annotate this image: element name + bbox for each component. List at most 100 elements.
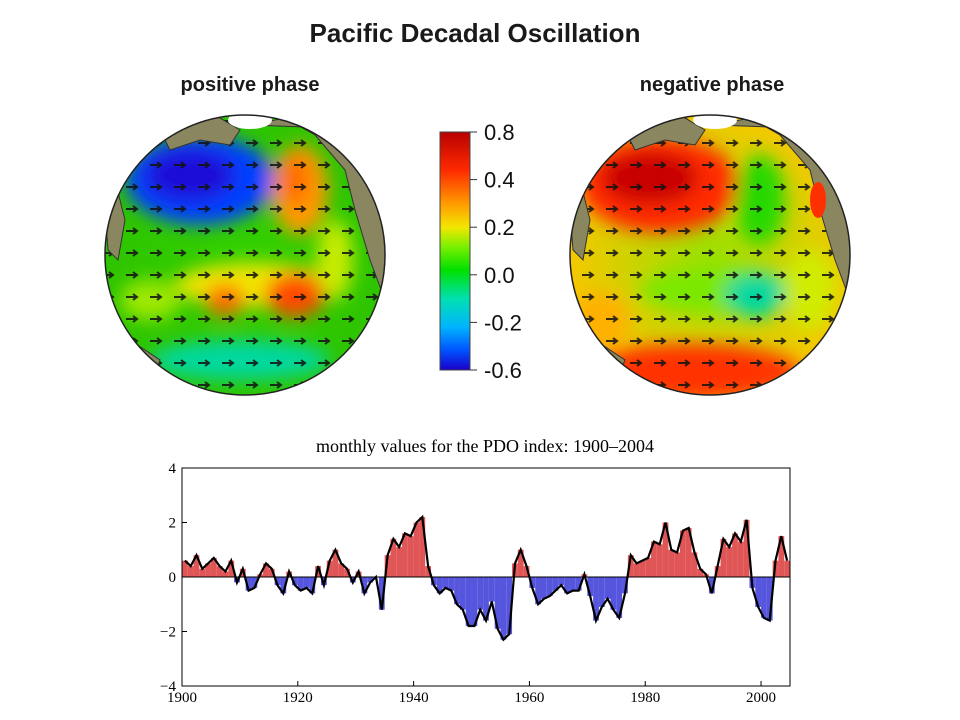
index-bar <box>268 568 275 577</box>
index-bar <box>575 577 582 591</box>
colorbar-tick-label: -0.6 <box>484 358 522 383</box>
index-bar <box>517 549 524 577</box>
index-bar <box>616 577 623 618</box>
index-bar <box>720 538 727 577</box>
index-bar <box>784 560 790 577</box>
positive-phase-label: positive phase <box>181 74 320 96</box>
y-tick-label: −4 <box>160 679 176 695</box>
index-bar <box>471 577 478 627</box>
x-tick-label: 1940 <box>399 690 429 706</box>
index-bar <box>691 552 698 577</box>
index-bar <box>610 577 617 610</box>
index-bar <box>222 571 229 577</box>
index-bar <box>761 577 767 618</box>
index-bar <box>668 549 675 577</box>
index-bar <box>442 577 449 588</box>
index-bar <box>488 577 495 602</box>
index-bar <box>199 568 206 577</box>
x-tick-label: 2000 <box>746 690 776 706</box>
index-bar <box>413 522 420 577</box>
colorbar-tick-label: -0.2 <box>484 310 522 335</box>
index-bar <box>546 577 553 597</box>
index-bar <box>477 577 484 610</box>
index-bar <box>598 577 605 607</box>
negative-phase-label: negative phase <box>640 74 785 96</box>
index-bar <box>645 557 652 577</box>
index-bar <box>303 577 310 588</box>
index-bar <box>656 544 663 577</box>
index-bar <box>448 577 455 591</box>
index-bar <box>674 552 680 577</box>
pdo-index-chart: monthly values for the PDO index: 1900–2… <box>160 436 791 706</box>
index-bar <box>494 577 501 629</box>
index-bar <box>378 577 385 610</box>
index-bar <box>604 577 611 599</box>
index-bar <box>332 549 339 577</box>
index-bar <box>755 577 762 607</box>
colorbar-tick-label: 0.4 <box>484 168 515 193</box>
index-bar <box>419 517 426 577</box>
index-bar <box>558 577 565 586</box>
index-bar <box>402 533 408 577</box>
index-bar <box>367 577 374 583</box>
page-title: Pacific Decadal Oscillation <box>310 18 641 48</box>
index-bar <box>737 541 744 577</box>
index-bar <box>523 566 530 577</box>
negative-phase-map: negative phase <box>569 74 851 396</box>
y-tick-label: 2 <box>169 516 177 532</box>
index-bar <box>228 560 235 577</box>
index-bar <box>430 577 437 586</box>
index-bar <box>280 577 287 594</box>
index-bar <box>210 557 217 577</box>
x-tick-label: 1980 <box>630 690 660 706</box>
index-bar <box>396 547 403 577</box>
index-bar <box>483 577 489 621</box>
index-bar <box>778 536 785 577</box>
index-bar <box>390 538 397 577</box>
index-bar <box>651 541 657 577</box>
colorbar-tick-label: 0.2 <box>484 215 515 240</box>
index-bar <box>529 577 536 588</box>
index-bar <box>726 547 733 577</box>
index-bar <box>743 519 750 577</box>
index-bar <box>425 566 431 577</box>
index-bar <box>344 568 350 577</box>
index-bar <box>361 577 368 594</box>
index-bar <box>633 563 640 577</box>
index-bar <box>315 566 321 577</box>
index-bar <box>338 563 345 577</box>
index-bar <box>541 577 547 599</box>
index-bar <box>274 577 281 586</box>
index-bar <box>685 527 692 577</box>
index-bar <box>384 555 391 577</box>
colorbar: 0.8 0.4 0.2 0.0 -0.2 -0.6 <box>439 120 522 383</box>
index-bar <box>708 577 715 594</box>
index-bar <box>459 577 466 610</box>
index-bar <box>714 566 721 577</box>
index-bar <box>627 555 634 577</box>
index-bar <box>292 577 298 586</box>
index-bar <box>205 563 211 577</box>
smoothed-index-line <box>184 514 789 642</box>
y-tick-label: −2 <box>160 625 176 641</box>
index-bar <box>679 530 686 577</box>
index-bar <box>535 577 542 605</box>
index-bar <box>593 577 599 621</box>
index-bar <box>697 568 704 577</box>
index-bar <box>251 577 258 588</box>
y-tick-label: 0 <box>169 570 177 586</box>
index-bar <box>187 566 194 577</box>
colorbar-gradient <box>439 131 471 371</box>
index-bar <box>500 577 507 640</box>
colorbar-tick-label: 0.0 <box>484 263 515 288</box>
x-tick-label: 1920 <box>283 690 313 706</box>
index-bar <box>182 560 188 577</box>
index-bar <box>639 560 646 577</box>
index-bar <box>193 555 200 577</box>
index-bar <box>309 577 316 594</box>
index-bar <box>662 522 669 577</box>
chart-title: monthly values for the PDO index: 1900–2… <box>316 436 654 456</box>
index-bar <box>297 577 304 591</box>
index-bar <box>766 577 773 621</box>
